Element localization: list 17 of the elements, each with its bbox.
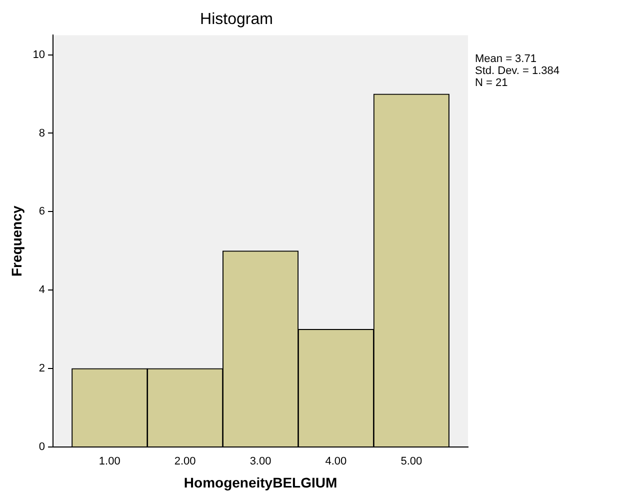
text: Mean = 3.71 (475, 53, 538, 65)
y-tick-label: 8 (38, 127, 46, 140)
y-axis-title: Frequency (8, 205, 24, 277)
y-tick-label: 6 (38, 206, 46, 218)
y-tick-label: 0 (38, 441, 46, 454)
x-tick-label: 5.00 (400, 456, 422, 468)
y-tick-label: 10 (32, 48, 46, 61)
x-tick-label: 2.00 (174, 456, 196, 468)
x-tick-label: 4.00 (325, 456, 347, 468)
text: Std. Dev. = 1.384 (475, 65, 560, 77)
y-tick-label: 4 (38, 284, 46, 296)
x-axis-title: HomogeneityBELGIUM (184, 474, 338, 490)
text: N = 21 (475, 77, 509, 89)
chart-title: Histogram (200, 11, 273, 28)
y-tick-label: 2 (38, 362, 46, 375)
x-tick-label: 1.00 (98, 456, 120, 468)
x-tick-label: 3.00 (250, 456, 272, 468)
